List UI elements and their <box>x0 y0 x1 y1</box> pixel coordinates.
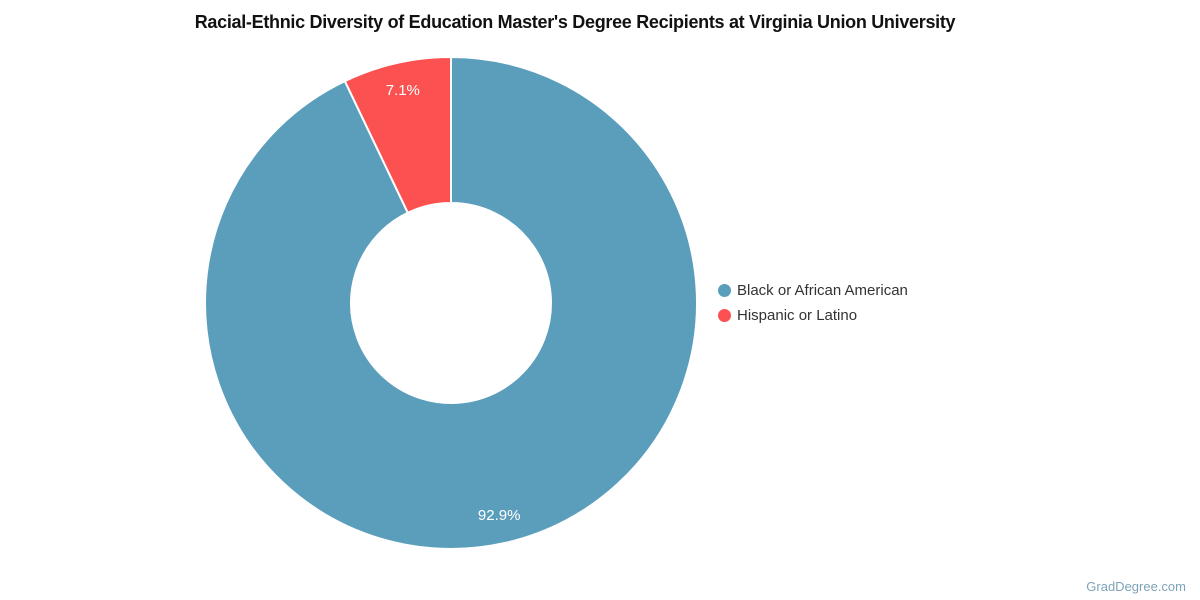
legend-item-hispanic-or-latino[interactable]: Hispanic or Latino <box>718 303 908 328</box>
legend-marker-icon <box>718 284 731 297</box>
legend-marker-icon <box>718 309 731 322</box>
legend-label: Black or African American <box>737 282 908 299</box>
pie-slice-black-or-african-american[interactable] <box>204 56 698 550</box>
chart-title: Racial-Ethnic Diversity of Education Mas… <box>194 12 956 32</box>
slice-label: 7.1% <box>386 82 420 99</box>
legend: Black or African American Hispanic or La… <box>718 278 908 328</box>
legend-label: Hispanic or Latino <box>737 307 858 324</box>
watermark-link[interactable]: GradDegree.com <box>1086 579 1186 594</box>
slice-label: 92.9% <box>478 507 521 524</box>
pie-slice-hispanic-or-latino[interactable] <box>343 56 452 214</box>
legend-item-black-or-african-american[interactable]: Black or African American <box>718 278 908 303</box>
